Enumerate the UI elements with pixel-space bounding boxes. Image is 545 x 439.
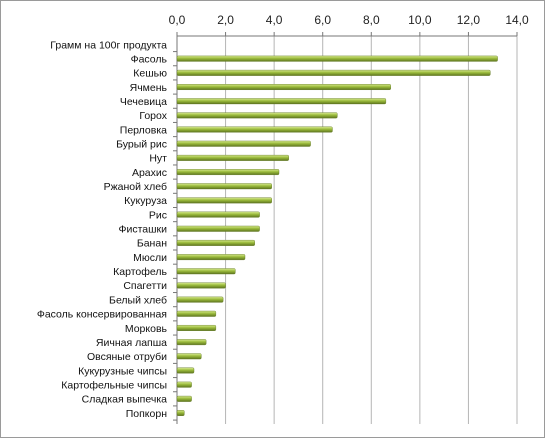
category-label: Фасоль: [131, 53, 168, 65]
category-label: Сладкая выпечка: [82, 394, 168, 406]
bar: [176, 367, 195, 374]
bar: [176, 296, 224, 303]
bar: [176, 239, 255, 246]
x-tick-label: 0,0: [169, 13, 186, 27]
category-label: Кешью: [133, 68, 167, 80]
bar: [176, 140, 311, 147]
category-label: Фасоль консервированная: [37, 309, 167, 321]
x-tick-label: 10,0: [408, 13, 432, 27]
bar: [176, 112, 338, 119]
category-label: Спагетти: [123, 280, 167, 292]
category-label: Попкорн: [126, 408, 167, 420]
category-label: Фисташки: [118, 224, 167, 236]
bar: [176, 69, 491, 76]
category-label: Бурый рис: [116, 139, 167, 151]
category-label: Картофель: [113, 266, 167, 278]
x-tick-labels: 0,0 2,0 4,0 6,0 8,0 10,0 12,0 14,0: [169, 13, 529, 27]
category-label: Мюсли: [133, 252, 167, 264]
bar: [176, 225, 260, 232]
x-tick-label: 14,0: [505, 13, 529, 27]
category-labels: Грамм на 100г продукта Фасоль Кешью Ячмень Ч…: [37, 39, 168, 420]
category-label: Перловка: [120, 124, 167, 136]
category-label: Кукуруза: [124, 195, 167, 207]
category-label: Арахис: [132, 167, 167, 179]
bar: [176, 98, 387, 105]
category-label: Грамм на 100г продукта: [50, 39, 167, 51]
x-tick-label: 6,0: [314, 13, 331, 27]
category-label: Рис: [149, 209, 167, 221]
category-label: Чечевица: [120, 96, 167, 108]
category-label: Банан: [137, 238, 167, 250]
bar: [176, 84, 391, 90]
category-label: Белый хлеб: [109, 294, 167, 306]
bar: [176, 197, 272, 204]
category-label: Овсяные отруби: [87, 351, 167, 363]
bar: [176, 282, 226, 289]
bar: [176, 183, 272, 190]
category-label: Картофельные чипсы: [61, 379, 167, 391]
bar: [176, 353, 202, 360]
category-label: Ржаной хлеб: [104, 181, 167, 193]
category-label: Ячмень: [130, 82, 168, 94]
category-label: Горох: [139, 110, 167, 122]
category-label: Яичная лапша: [96, 337, 167, 349]
bar: [176, 169, 280, 176]
bar: [176, 395, 192, 402]
bars: [176, 55, 498, 416]
bar: [176, 410, 185, 416]
x-tick-label: 4,0: [266, 13, 283, 27]
category-label: Кукурузные чипсы: [78, 365, 167, 377]
bar: [176, 325, 217, 331]
bar: [176, 55, 498, 62]
bar: [176, 211, 260, 218]
x-tick-label: 8,0: [363, 13, 380, 27]
x-tick-label: 2,0: [217, 13, 234, 27]
category-label: Нут: [149, 153, 167, 165]
bar: [176, 154, 289, 161]
bar: [176, 126, 333, 133]
bar: [176, 310, 217, 317]
bar: [176, 254, 246, 261]
bar: [176, 339, 207, 346]
category-label: Морковь: [125, 323, 168, 335]
bar: [176, 381, 192, 388]
bar: [176, 268, 236, 275]
x-tick-label: 12,0: [457, 13, 481, 27]
